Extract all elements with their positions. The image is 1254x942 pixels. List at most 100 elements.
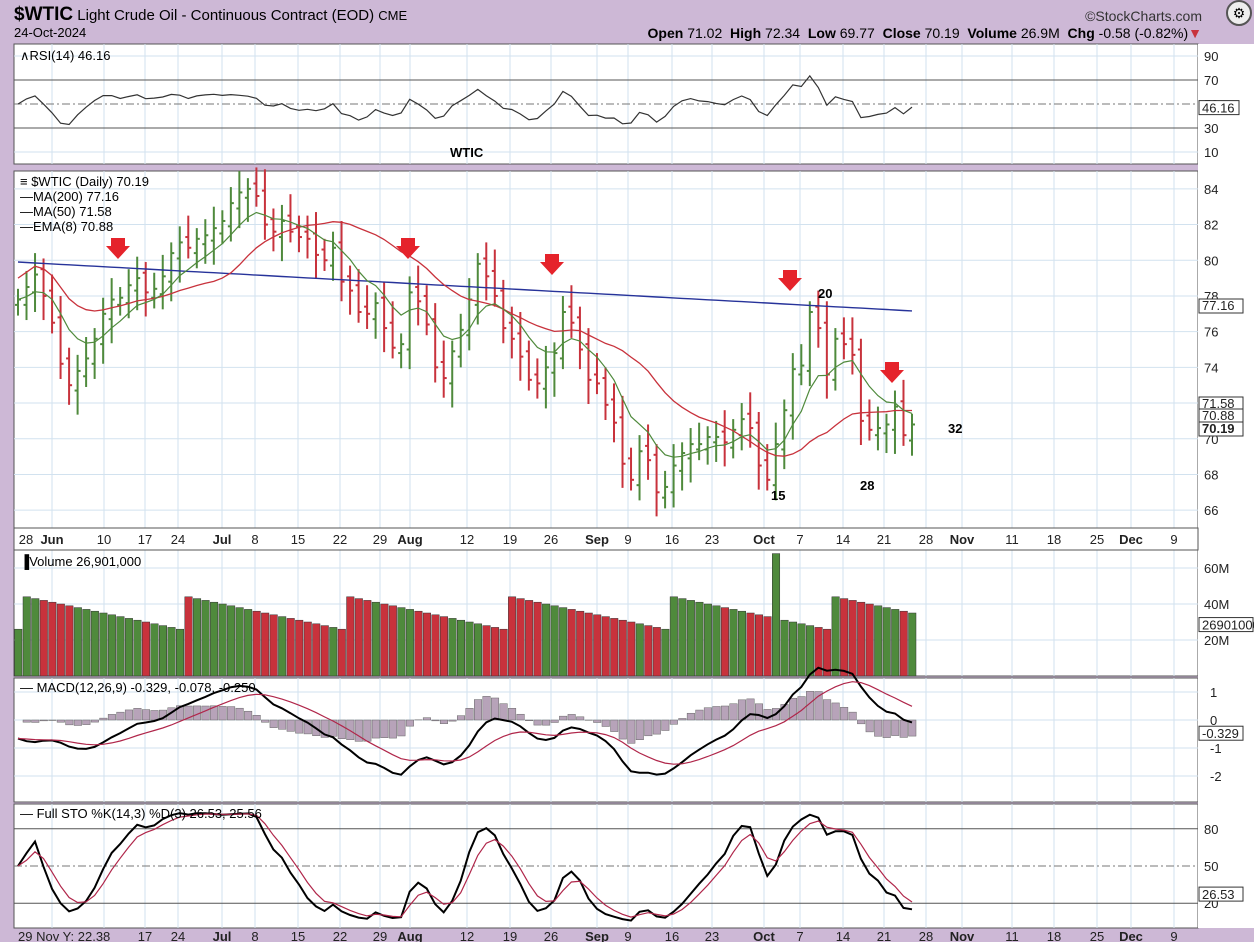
volume-bar [865, 603, 874, 677]
x-tick-bottom: 29 [373, 929, 387, 942]
rsi-label: ∧RSI(14) 46.16 [20, 48, 110, 63]
macd-tick: -1 [1210, 741, 1222, 756]
vol-tick: 20M [1204, 633, 1229, 648]
x-tick-bottom: 21 [877, 929, 891, 942]
macd-histogram-bar [363, 719, 372, 742]
x-tick-bottom: 12 [460, 929, 474, 942]
volume-bar [218, 603, 227, 677]
volume-bar [789, 621, 798, 677]
volume-bar [499, 628, 508, 677]
volume-bar [329, 627, 338, 677]
price-panel [13, 170, 1199, 529]
rsi-tick: 70 [1204, 73, 1218, 88]
macd-histogram-bar [303, 719, 312, 735]
macd-histogram-bar [448, 719, 457, 722]
volume-bar [559, 607, 568, 677]
x-tick-bottom: 28 [919, 929, 933, 942]
volume-bar [99, 612, 108, 677]
macd-histogram-bar [559, 715, 568, 721]
price-legend-1: —MA(200) 77.16 [20, 189, 119, 204]
macd-histogram-bar [882, 719, 891, 738]
macd-histogram-bar [116, 711, 125, 721]
rsi-tag-box [1198, 100, 1240, 116]
price-tag: 77.16 [1202, 298, 1235, 313]
volume-bar [652, 627, 661, 677]
x-tick: 15 [291, 532, 305, 547]
volume-bar [73, 607, 82, 677]
macd-histogram-bar [474, 699, 483, 721]
annotation-15: 15 [771, 488, 785, 503]
x-tick-bottom: 23 [705, 929, 719, 942]
sto-d-line [17, 813, 913, 918]
x-tick-bottom: 15 [291, 929, 305, 942]
sto-tick: 80 [1204, 822, 1218, 837]
macd-histogram-bar [354, 719, 363, 742]
macd-histogram-bar [329, 719, 338, 737]
macd-tick: 1 [1210, 685, 1217, 700]
macd-panel [13, 677, 1199, 803]
volume-bar [712, 605, 721, 677]
volume-bar [90, 610, 99, 677]
macd-histogram-bar [508, 708, 517, 721]
down-arrow-icon [396, 238, 420, 259]
volume-bar [644, 625, 653, 677]
volume-bar [176, 628, 185, 677]
settings-icon[interactable]: ⚙ [1226, 0, 1252, 26]
volume-bar [627, 621, 636, 677]
volume-bar [201, 600, 210, 677]
price-tag-box [1198, 298, 1244, 314]
volume-bar [601, 616, 610, 677]
macd-histogram-bar [635, 719, 644, 740]
macd-histogram-bar [669, 719, 678, 725]
volume-bar [354, 598, 363, 677]
x-tick: 28 [919, 532, 933, 547]
volume-bar [797, 623, 806, 677]
x-tick: 22 [333, 532, 347, 547]
x-tick-bottom: 8 [251, 929, 258, 942]
x-tick: 9 [624, 532, 631, 547]
macd-signal-line [17, 681, 913, 765]
volume-bar [235, 607, 244, 677]
volume-bar [703, 603, 712, 677]
volume-bar [695, 601, 704, 677]
exchange: CME [378, 8, 408, 23]
volume-bar [831, 596, 840, 677]
x-tick-bottom: Oct [753, 929, 775, 942]
macd-histogram-bar [252, 715, 261, 721]
x-tick: 11 [1005, 532, 1019, 547]
volume-bar [210, 601, 219, 677]
volume-bar [422, 612, 431, 677]
macd-histogram-bar [550, 719, 559, 723]
x-tick: 9 [1170, 532, 1177, 547]
x-tick: Dec [1119, 532, 1143, 547]
volume-bar [729, 609, 738, 677]
macd-histogram-bar [823, 699, 832, 721]
macd-histogram-bar [405, 719, 414, 727]
x-tick-bottom: 24 [171, 929, 185, 942]
volume-bar [303, 621, 312, 677]
macd-histogram-bar [491, 697, 500, 721]
x-tick: 16 [665, 532, 679, 547]
macd-histogram-bar [516, 713, 525, 721]
macd-histogram-bar [908, 719, 917, 737]
macd-histogram-bar [337, 719, 346, 739]
volume-bar [278, 616, 287, 677]
macd-histogram-bar [567, 714, 576, 721]
volume-bar [193, 598, 202, 677]
macd-histogram-bar [431, 719, 440, 722]
macd-histogram-bar [456, 715, 465, 721]
volume-bar [550, 605, 559, 677]
macd-histogram-bar [31, 719, 40, 723]
cursor-readout: 29 Nov Y: 22.38 [18, 929, 110, 942]
volume-bar [48, 601, 57, 677]
volume-bar [363, 600, 372, 677]
volume-bar [107, 614, 116, 677]
volume-bar [823, 628, 832, 677]
x-tick-bottom: 11 [1005, 929, 1019, 942]
x-tick-bottom: 22 [333, 929, 347, 942]
volume-bar [31, 598, 40, 677]
vol-tag-box [1198, 617, 1254, 633]
macd-histogram-bar [65, 719, 74, 726]
volume-bar [754, 614, 763, 677]
macd-histogram-bar [754, 703, 763, 721]
